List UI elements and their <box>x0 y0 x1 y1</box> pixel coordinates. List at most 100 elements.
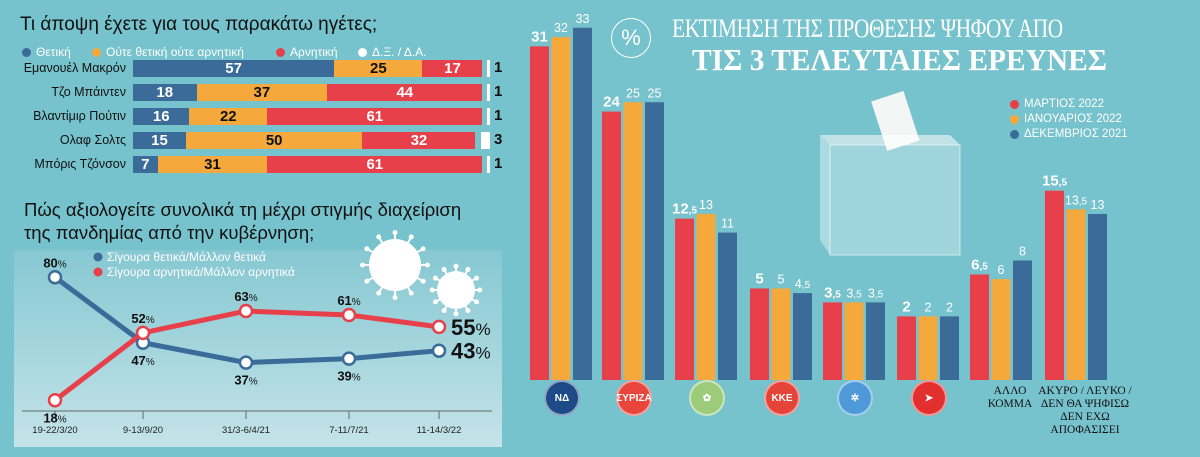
party-logo-icon: ΣΥΡΙΖΑ <box>616 380 652 416</box>
data-label: 39% <box>337 369 360 384</box>
data-label: 63% <box>234 289 257 304</box>
legend-dot <box>358 47 367 57</box>
data-point <box>341 307 357 323</box>
bar-value-label: 6 <box>998 263 1005 277</box>
dk-value: 1 <box>494 107 503 124</box>
bar-segment: 61 <box>267 108 483 125</box>
bar-value-label: 4,5 <box>795 277 811 291</box>
data-label: 18% <box>43 410 66 425</box>
data-label: 47% <box>131 353 154 368</box>
legend-label: Δ.Ξ. / Δ.Α. <box>372 45 427 59</box>
bar-segment: 44 <box>327 84 483 101</box>
legend-item: ΙΑΝΟΥΑΡΙΟΣ 2022 <box>1010 113 1122 125</box>
dk-segment <box>487 108 490 125</box>
legend-dot <box>93 252 103 262</box>
ballot-box-illustration <box>820 90 961 256</box>
vote-bar <box>1013 260 1032 380</box>
bar-value-label: 13 <box>1091 198 1105 212</box>
vote-bar <box>793 293 812 380</box>
bar-segment: 61 <box>267 156 483 173</box>
bar-value-label: 25 <box>626 86 640 100</box>
legend-dot <box>1010 99 1019 109</box>
bar-value-label: 33 <box>576 12 590 26</box>
bar-value-label: 12,5 <box>672 201 697 218</box>
vote-bar <box>970 274 989 380</box>
bar-segment: 16 <box>133 108 190 125</box>
vote-bar <box>623 102 643 380</box>
dk-segment <box>487 60 490 77</box>
party-logo-icon: ΝΔ <box>544 380 580 416</box>
data-point <box>431 319 447 335</box>
bar-value-label: 13,5 <box>1065 193 1088 207</box>
leader-name: Εμανουέλ Μακρόν <box>23 61 126 75</box>
percent-icon: % <box>611 18 651 58</box>
bar-value-label: 5 <box>778 272 785 286</box>
dk-value: 3 <box>494 131 503 148</box>
bar-value-label: 25 <box>648 86 662 100</box>
bar-segment: 37 <box>196 84 328 101</box>
title-line: Πώς αξιολογείτε συνολικά τη μέχρι στιγμή… <box>24 199 462 220</box>
legend-item: ΔΕΚΕΜΒΡΙΟΣ 2021 <box>1010 128 1128 140</box>
virus-icon <box>360 230 430 300</box>
party-logo-icon: ΚΚΕ <box>764 380 800 416</box>
bar-value-label: 2 <box>925 300 932 314</box>
legend-item: Δ.Ξ. / Δ.Α. <box>358 45 427 59</box>
data-label: 55% <box>451 315 491 340</box>
data-point <box>341 351 357 366</box>
vote-bar <box>675 218 694 380</box>
data-label: 61% <box>337 293 360 308</box>
legend-label: ΜΑΡΤΙΟΣ 2022 <box>1024 98 1104 110</box>
bar-segment: 31 <box>157 156 268 173</box>
dk-value: 1 <box>494 155 503 172</box>
bar-value-label: 24 <box>603 94 620 111</box>
vote-bar <box>573 27 592 381</box>
vote-bar <box>645 102 664 380</box>
vote-bar <box>844 302 864 380</box>
label-line: ΑΚΥΡΟ / ΛΕΥΚΟ / <box>1038 385 1132 397</box>
virus-icon <box>429 263 483 317</box>
data-point <box>135 325 151 341</box>
label-line: ΑΠΟΦΑΣΙΣΕΙ <box>1050 424 1120 436</box>
x-tick-label: 9-13/9/20 <box>123 425 163 436</box>
bar-value-label: 3,5 <box>824 284 841 301</box>
x-tick-label: 7-11/7/21 <box>329 425 368 436</box>
legend-item: Θετική <box>22 45 71 59</box>
ballot-box-front <box>829 144 961 256</box>
vote-bar <box>1045 190 1064 380</box>
line-chart: 19-22/3/20 9-13/9/20 31/3-6/4/21 7-11/7/21 1… <box>22 230 492 436</box>
legend-label: Σίγουρα θετικά/Μάλλον θετικά <box>107 250 266 264</box>
vote-bar <box>918 316 938 380</box>
legend-item: Ούτε θετική ούτε αρνητική <box>92 45 244 59</box>
vote-bar <box>897 316 916 380</box>
data-point <box>47 393 63 408</box>
bar-value-label: 15,5 <box>1042 173 1067 190</box>
leaders-title: Τι άποψη έχετε για τους παρακάτω ηγέτες; <box>20 14 378 35</box>
bar-value-label: 3,5 <box>868 286 884 300</box>
x-tick-label: 19-22/3/20 <box>32 425 77 436</box>
legend-label: ΔΕΚΕΜΒΡΙΟΣ 2021 <box>1024 128 1128 140</box>
label-line: ΚΟΜΜΑ <box>987 398 1033 410</box>
data-label: 80% <box>43 255 66 270</box>
pandemic-title: Πώς αξιολογείτε συνολικά τη μέχρι στιγμή… <box>24 198 461 244</box>
legend-dot <box>1010 129 1019 139</box>
vote-bar <box>750 288 769 380</box>
bar-value-label: 8 <box>1019 245 1026 259</box>
bar-value-label: 5 <box>755 270 763 287</box>
bar-segment: 57 <box>133 60 335 77</box>
vote-bar <box>718 232 737 380</box>
bar-segment: 17 <box>422 60 483 77</box>
party-text-label: ΑΚΥΡΟ / ΛΕΥΚΟ / ΔΕΝ ΘΑ ΨΗΦΙΣΩ ΔΕΝ ΕΧΩ ΑΠΟΦΑ… <box>1025 385 1145 437</box>
legend-dot <box>92 47 101 57</box>
bar-value-label: 3,5 <box>846 286 862 300</box>
legend-item: ΜΑΡΤΙΟΣ 2022 <box>1010 98 1104 110</box>
bar-segment: 15 <box>133 132 186 149</box>
data-point <box>47 270 63 285</box>
legend-label: Ούτε θετική ούτε αρνητική <box>106 45 244 59</box>
bar-value-label: 2 <box>946 300 953 314</box>
vote-bar <box>696 213 716 380</box>
ballot-box-top <box>820 135 960 145</box>
label-line: ΑΛΛΟ <box>993 385 1027 397</box>
dk-value: 1 <box>494 83 503 100</box>
legend-label: Αρνητική <box>290 45 338 59</box>
legend-item: Αρνητική <box>276 45 338 59</box>
